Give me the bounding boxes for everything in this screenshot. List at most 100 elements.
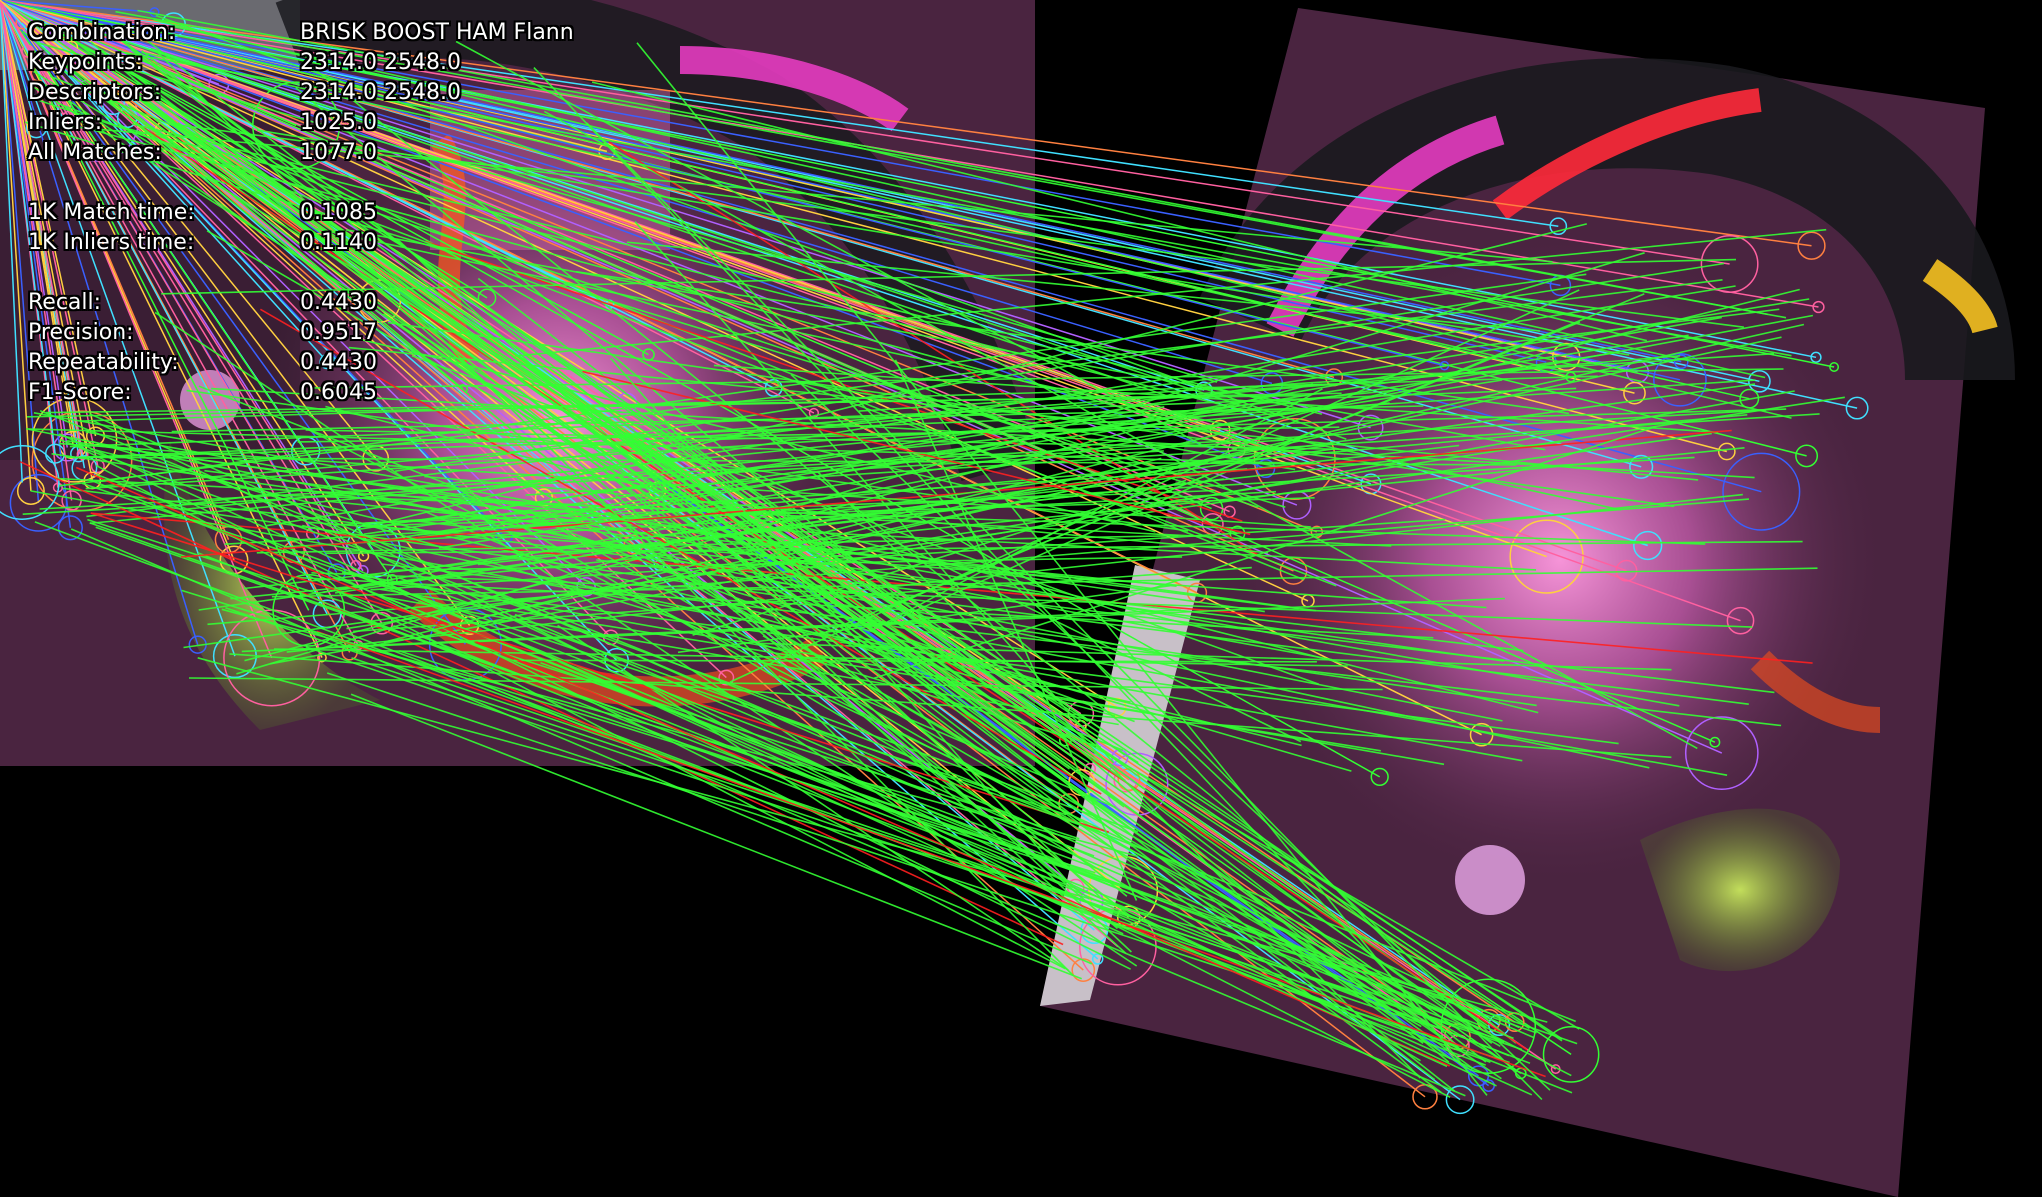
inlier-match-line	[417, 414, 1748, 536]
keypoint-marker	[0, 445, 60, 520]
keypoint-marker	[317, 652, 327, 663]
precision-label: Precision:	[28, 320, 134, 345]
inlier-match-line	[172, 123, 1745, 328]
inlier-match-line	[297, 426, 1340, 443]
keypoint-marker-orientation	[0, 0, 1381, 778]
keypoint-marker	[1209, 419, 1231, 441]
inlier-match-line	[273, 648, 1348, 667]
inlier-match-line	[345, 229, 1546, 451]
inlier-match-line	[591, 81, 1648, 342]
keypoint-marker-orientation	[0, 0, 328, 615]
right-image	[1040, 8, 2015, 1197]
keypoint-marker-orientation	[0, 0, 1119, 948]
keypoint-marker	[1629, 454, 1654, 479]
inlier-match-line	[206, 230, 1580, 1030]
inlier-match-line	[85, 431, 1333, 661]
inlier-match-line	[57, 102, 1337, 587]
descriptors-label: Descriptors:	[28, 80, 162, 105]
inlier-match-line	[610, 357, 1074, 888]
inlier-match-line	[348, 571, 1460, 1030]
inlier-match-line	[334, 468, 1248, 526]
inlier-match-line	[873, 388, 1323, 630]
keypoint-marker-orientation	[0, 0, 273, 659]
inlier-match-line	[816, 470, 1421, 1079]
inlier-match-line	[80, 375, 1598, 422]
inlier-match-line	[98, 273, 1587, 483]
inlier-match-line	[713, 364, 1719, 434]
keypoint-marker-orientation	[0, 0, 1819, 308]
inlier-match-line	[155, 14, 1347, 440]
inliers-time-label: 1K Inliers time:	[28, 230, 195, 255]
inlier-match-line	[672, 521, 1132, 953]
keypoint-marker-orientation	[0, 0, 393, 580]
inlier-match-line	[533, 67, 1463, 1053]
keypoint-marker	[1509, 519, 1584, 594]
match-time-value: 0.1085	[300, 200, 377, 225]
inlier-match-line	[677, 584, 1171, 654]
keypoint-marker-orientation	[0, 0, 1547, 363]
keypoint-marker-orientation	[0, 0, 1309, 602]
inlier-match-line	[422, 383, 1756, 570]
inlier-match-line	[334, 445, 1325, 594]
inlier-match-line	[59, 442, 1311, 528]
keypoint-marker-orientation	[0, 0, 1723, 754]
inlier-match-line	[398, 577, 1101, 833]
keypoint-marker-orientation	[0, 0, 1716, 743]
inlier-match-line	[825, 321, 1581, 633]
keypoint-marker	[1445, 1085, 1475, 1115]
inlier-match-line	[204, 469, 1299, 610]
keypoint-marker-orientation	[0, 0, 634, 546]
right-swirl-red	[1492, 88, 1762, 220]
all-matches-value: 1077.0	[300, 140, 377, 165]
inlier-match-line	[51, 453, 1505, 662]
keypoint-marker-orientation	[0, 0, 40, 503]
inlier-match-line	[333, 588, 1510, 1057]
inlier-match-line	[709, 526, 1537, 571]
inlier-match-line	[130, 48, 1487, 1028]
inlier-match-line	[316, 227, 1622, 511]
right-pink-disc	[1455, 845, 1525, 915]
inlier-match-line	[350, 693, 1082, 980]
inlier-match-line	[141, 50, 1456, 1092]
outlier-match-line	[90, 512, 1110, 833]
outlier-match-line	[19, 461, 1064, 946]
inlier-match-line	[658, 568, 1352, 772]
inlier-match-line	[131, 77, 1087, 768]
inlier-match-line	[88, 412, 1482, 1030]
keypoint-marker-orientation	[0, 0, 97, 437]
keypoint-marker	[1810, 351, 1822, 363]
inlier-match-line	[81, 482, 1067, 816]
inlier-match-line	[95, 526, 1578, 1045]
inlier-match-line	[265, 285, 1736, 527]
keypoint-marker-orientation	[0, 0, 727, 679]
inlier-match-line	[173, 25, 1766, 379]
inliers-value: 1025.0	[300, 110, 377, 135]
inlier-match-line	[894, 359, 1138, 901]
inlier-match-line	[348, 346, 1699, 481]
inlier-match-line	[95, 464, 1066, 970]
keypoint-marker	[1684, 716, 1759, 790]
right-green-swirl	[1640, 808, 1840, 972]
repeatability-value: 0.4430	[300, 350, 377, 375]
keypoint-marker	[1829, 362, 1840, 372]
inlier-match-line	[30, 490, 1523, 762]
keypoint-marker	[1542, 1026, 1600, 1083]
inlier-match-line	[438, 379, 1503, 549]
keypoint-marker	[1797, 231, 1826, 260]
keypoint-marker	[1623, 381, 1646, 405]
keypoint-marker-orientation	[0, 0, 1561, 287]
inlier-match-line	[34, 521, 1491, 1063]
inlier-match-line	[230, 447, 1745, 600]
keypoint-marker	[1071, 958, 1096, 982]
inlier-match-line	[417, 298, 1810, 523]
inlier-match-line	[424, 510, 1117, 809]
all-matches-label: All Matches:	[28, 140, 162, 165]
inlier-match-line	[92, 420, 1497, 1087]
inlier-match-line	[302, 524, 1131, 703]
keypoint-marker-orientation	[0, 0, 328, 363]
inlier-match-line	[305, 646, 1434, 1028]
inlier-match-line	[115, 10, 1787, 319]
match-time-label: 1K Match time:	[28, 200, 195, 225]
keypoint-marker	[1700, 235, 1759, 293]
